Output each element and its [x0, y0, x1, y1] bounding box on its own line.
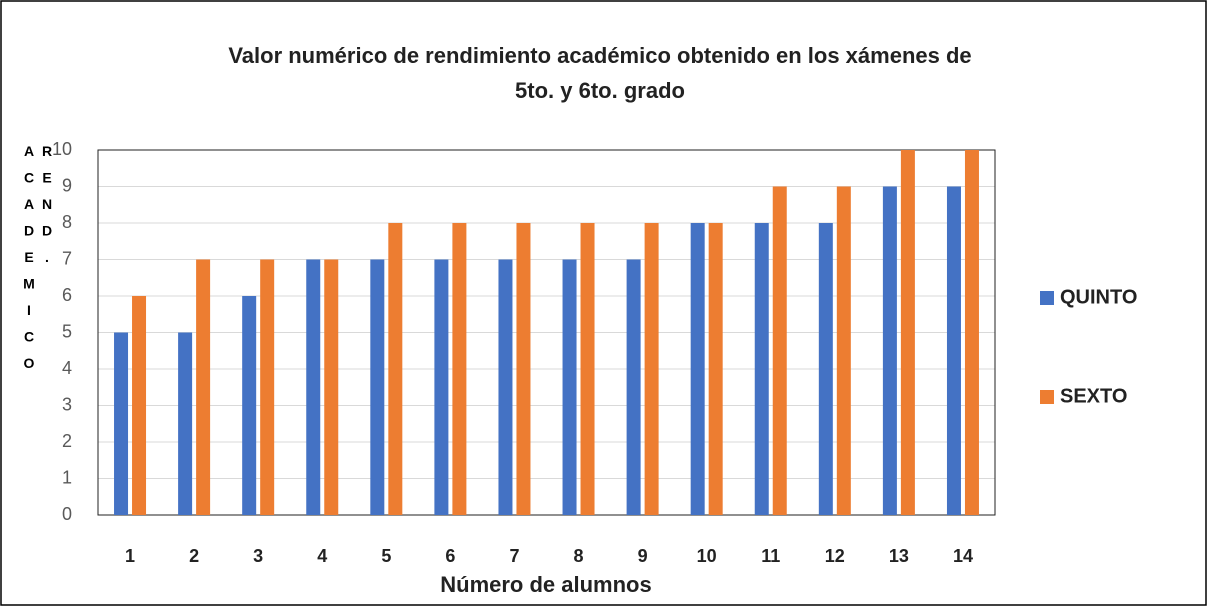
- bar: [946, 186, 961, 515]
- x-tick-label: 8: [574, 546, 584, 566]
- bar: [754, 223, 769, 515]
- x-axis-label: Número de alumnos: [440, 572, 651, 597]
- x-tick-label: 11: [761, 546, 780, 566]
- y-tick-label: 5: [62, 321, 72, 341]
- y-tick-label: 4: [62, 358, 72, 378]
- bar: [132, 296, 147, 515]
- y-tick-label: 9: [62, 175, 72, 195]
- bar: [242, 296, 257, 515]
- bar: [388, 223, 403, 515]
- bar: [370, 259, 385, 515]
- bar: [772, 186, 787, 515]
- bar: [452, 223, 467, 515]
- y-tick-label: 0: [62, 504, 72, 524]
- y-tick-label: 7: [62, 248, 72, 268]
- legend-swatch: [1040, 390, 1054, 404]
- bar: [434, 259, 449, 515]
- y-tick-label: 2: [62, 431, 72, 451]
- x-tick-label: 6: [445, 546, 455, 566]
- y-tick-label: 3: [62, 394, 72, 414]
- bar: [964, 150, 979, 515]
- y-axis-label: REND. ACADEMICO: [21, 143, 55, 382]
- legend-label: QUINTO: [1060, 286, 1137, 308]
- bar: [562, 259, 577, 515]
- bar: [196, 259, 211, 515]
- legend-label: SEXTO: [1060, 385, 1127, 407]
- x-tick-label: 2: [189, 546, 199, 566]
- chart-title: 5to. y 6to. grado: [515, 78, 685, 103]
- bar: [818, 223, 833, 515]
- x-tick-label: 4: [317, 546, 327, 566]
- bar: [260, 259, 275, 515]
- x-tick-label: 12: [825, 546, 845, 566]
- x-tick-label: 3: [253, 546, 263, 566]
- bar: [836, 186, 851, 515]
- x-tick-label: 9: [638, 546, 648, 566]
- bar: [708, 223, 723, 515]
- bar: [324, 259, 339, 515]
- bar: [690, 223, 705, 515]
- x-tick-label: 1: [125, 546, 135, 566]
- bar: [644, 223, 659, 515]
- x-tick-label: 10: [697, 546, 717, 566]
- bar: [516, 223, 531, 515]
- x-tick-label: 5: [381, 546, 391, 566]
- x-tick-label: 13: [889, 546, 909, 566]
- y-tick-label: 6: [62, 285, 72, 305]
- plot-border: [97, 149, 996, 516]
- chart-title: Valor numérico de rendimiento académico …: [228, 43, 971, 68]
- y-tick-label: 10: [52, 139, 72, 159]
- bar: [626, 259, 641, 515]
- x-tick-label: 14: [953, 546, 973, 566]
- legend-swatch: [1040, 291, 1054, 305]
- y-tick-label: 8: [62, 212, 72, 232]
- x-tick-label: 7: [509, 546, 519, 566]
- bar: [498, 259, 513, 515]
- bar: [900, 150, 915, 515]
- bar: [178, 332, 193, 515]
- bar: [882, 186, 897, 515]
- bar: [580, 223, 595, 515]
- bar: [114, 332, 129, 515]
- y-tick-label: 1: [62, 467, 72, 487]
- bar: [306, 259, 321, 515]
